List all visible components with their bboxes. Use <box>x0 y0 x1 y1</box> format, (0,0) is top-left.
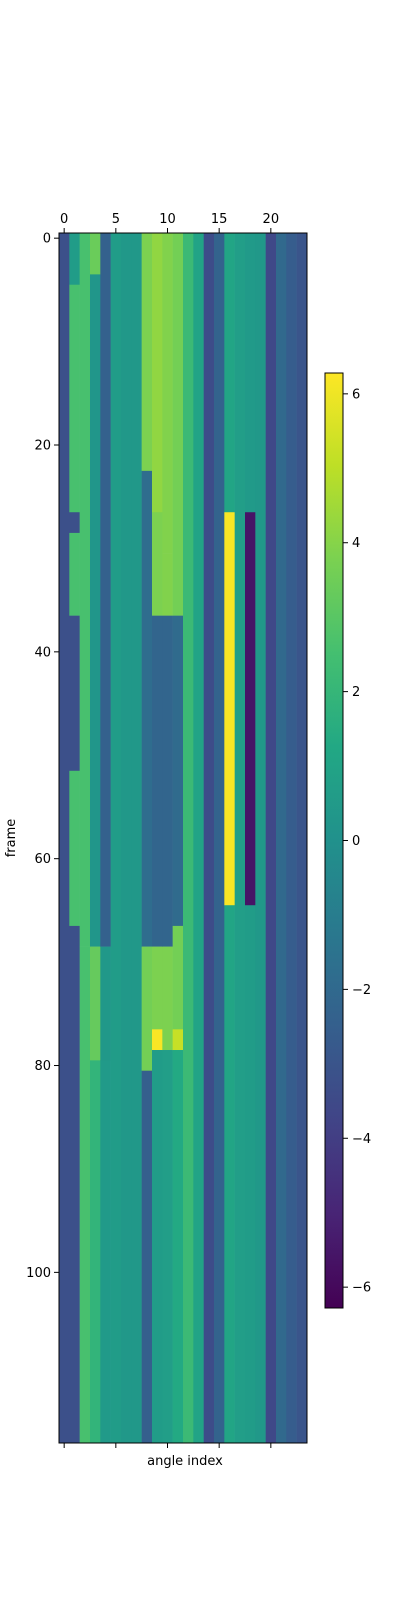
x-axis-label: angle index <box>147 1454 223 1469</box>
heatmap-cell <box>90 233 101 275</box>
heatmap-cell <box>69 615 80 772</box>
heatmap-cell <box>69 233 80 286</box>
heatmap-cell <box>79 233 91 947</box>
heatmap-cell <box>245 233 256 513</box>
heatmap-cell <box>245 905 256 1444</box>
heatmap-cell <box>141 1070 153 1444</box>
colorbar-tick-label: −2 <box>352 983 371 998</box>
heatmap-cell <box>100 233 111 947</box>
x-axis-top-ticks: 0 5 10 15 20 <box>60 212 279 233</box>
heatmap-cell <box>162 946 173 1051</box>
heatmap-cell <box>69 512 80 534</box>
heatmap-cell <box>172 925 184 1030</box>
heatmap-cell <box>172 233 184 616</box>
colorbar-tick-label: 0 <box>352 834 360 849</box>
heatmap-cell <box>141 233 153 472</box>
heatmap-cell <box>79 946 91 1444</box>
heatmap-cell <box>276 233 287 1444</box>
heatmap-cell <box>152 946 163 1030</box>
colorbar-tick-label: −6 <box>352 1281 371 1296</box>
heatmap-cell <box>90 946 101 1061</box>
heatmap-cell <box>121 233 132 1444</box>
heatmap-cell <box>141 470 153 947</box>
y-tick-label: 100 <box>26 1266 51 1281</box>
x-tick-label: 15 <box>211 212 228 227</box>
heatmap-cell <box>110 233 122 1444</box>
colorbar-tick-label: 2 <box>352 685 360 700</box>
heatmap-cell <box>90 274 101 947</box>
y-axis-ticks: 0 20 40 60 80 100 <box>26 232 59 1281</box>
heatmap-cell <box>100 1060 111 1444</box>
heatmap-cell <box>59 233 70 1444</box>
colorbar-tick-label: 6 <box>352 387 360 402</box>
heatmap-cell <box>152 1050 163 1444</box>
heatmap-cell <box>90 1060 101 1444</box>
heatmap-cell <box>141 946 153 1071</box>
heatmap-cell <box>69 770 80 927</box>
heatmap-cell <box>172 615 184 927</box>
heatmap-cell <box>203 233 215 1444</box>
heatmap-cell <box>162 1050 173 1444</box>
y-tick-label: 40 <box>34 645 51 660</box>
heatmap-cell <box>162 233 173 554</box>
colorbar <box>324 372 344 1309</box>
y-tick-label: 60 <box>34 852 51 867</box>
heatmap-cell <box>131 233 142 1444</box>
colorbar-ticks: 6 4 2 0 −2 −4 −6 <box>343 387 371 1296</box>
heatmap-cells <box>59 233 308 1444</box>
heatmap-cell <box>69 532 80 616</box>
heatmap-cell <box>172 1050 184 1444</box>
y-tick-label: 80 <box>34 1059 51 1074</box>
heatmap-cell <box>255 233 266 1444</box>
heatmap-cell <box>245 512 256 906</box>
heatmap-cell <box>69 925 80 1444</box>
y-axis-label: frame <box>4 819 19 858</box>
heatmap-cell <box>152 615 163 947</box>
heatmap-cell <box>183 233 194 1444</box>
colorbar-tick-label: −4 <box>352 1132 371 1147</box>
heatmap-cell <box>224 512 235 906</box>
x-tick-label: 20 <box>263 212 280 227</box>
y-tick-label: 20 <box>34 439 51 454</box>
heatmap-cell <box>162 553 173 616</box>
heatmap-cell <box>100 946 111 1061</box>
heatmap-cell <box>162 615 173 947</box>
x-tick-label: 10 <box>159 212 176 227</box>
heatmap-cell <box>214 233 225 1444</box>
heatmap-cell <box>234 233 246 1444</box>
heatmap-cell <box>152 1029 163 1051</box>
heatmap-cell <box>193 233 204 1444</box>
heatmap-cell <box>265 233 277 1444</box>
heatmap-cell <box>286 233 297 1444</box>
colorbar-tick-label: 4 <box>352 536 360 551</box>
x-tick-label: 0 <box>60 212 68 227</box>
y-tick-label: 0 <box>43 232 51 247</box>
heatmap-cell <box>152 233 163 513</box>
heatmap-cell <box>172 1029 184 1051</box>
heatmap-cell <box>296 233 308 1444</box>
heatmap-cell <box>224 905 235 1444</box>
heatmap-cell <box>152 512 163 616</box>
plot-frame <box>58 232 308 1444</box>
heatmap-cell <box>69 284 80 513</box>
heatmap-cell <box>224 233 235 513</box>
x-tick-label: 5 <box>112 212 120 227</box>
x-axis-bottom-ticks <box>63 1443 272 1448</box>
